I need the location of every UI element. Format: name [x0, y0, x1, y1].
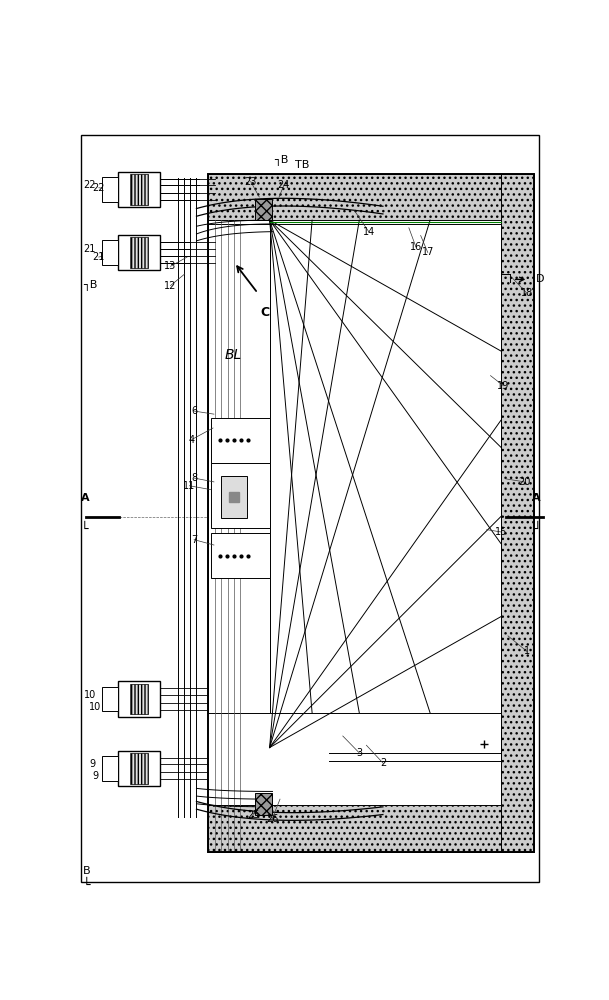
Text: 24: 24	[278, 180, 290, 190]
Bar	[211, 533, 270, 578]
Bar	[130, 174, 149, 205]
Text: 21: 21	[83, 244, 96, 254]
Bar	[118, 235, 160, 270]
Bar	[211, 418, 270, 463]
Bar	[256, 793, 272, 815]
Bar	[208, 174, 501, 220]
Text: └: └	[83, 878, 91, 891]
Text: A: A	[81, 493, 90, 503]
Text: 19: 19	[497, 381, 509, 391]
Bar	[501, 174, 534, 852]
Bar	[208, 805, 501, 852]
Text: 10: 10	[83, 690, 96, 700]
Bar	[222, 476, 247, 518]
Bar	[208, 174, 534, 852]
Bar	[130, 753, 149, 784]
Text: 6: 6	[191, 406, 197, 416]
Bar	[208, 224, 270, 713]
Text: BL: BL	[225, 348, 242, 362]
Bar	[118, 172, 160, 207]
Text: 7: 7	[191, 535, 197, 545]
Text: 13: 13	[164, 261, 177, 271]
Bar	[211, 463, 270, 528]
Text: 22: 22	[93, 183, 105, 193]
Bar	[130, 684, 149, 714]
Text: 3: 3	[356, 748, 362, 758]
Text: 8: 8	[191, 473, 197, 483]
Bar	[102, 687, 118, 711]
Text: 1: 1	[524, 646, 530, 656]
Text: 2: 2	[380, 758, 386, 768]
Text: 10: 10	[89, 702, 101, 712]
Text: 14: 14	[362, 227, 375, 237]
Text: TB: TB	[295, 160, 310, 170]
Bar	[256, 199, 272, 220]
Bar	[118, 681, 160, 717]
Bar	[102, 177, 118, 202]
Text: ┐B: ┐B	[83, 280, 97, 291]
Text: 23: 23	[245, 177, 257, 187]
Text: B: B	[83, 866, 91, 876]
Text: A: A	[532, 493, 541, 503]
Text: 9: 9	[92, 771, 98, 781]
Text: 16: 16	[410, 242, 422, 252]
Bar	[130, 237, 149, 268]
Text: 25: 25	[247, 810, 259, 820]
Text: 12: 12	[164, 281, 177, 291]
Text: ┐B: ┐B	[274, 155, 289, 166]
Bar	[270, 224, 501, 713]
Text: 4: 4	[189, 435, 195, 445]
Text: ┘: ┘	[533, 523, 541, 536]
Text: 22: 22	[83, 180, 96, 190]
Text: └: └	[81, 523, 88, 536]
Text: 18: 18	[521, 288, 533, 298]
Text: D: D	[537, 274, 545, 284]
Text: 9: 9	[90, 759, 96, 769]
Text: 21: 21	[93, 252, 105, 262]
Text: 20: 20	[518, 477, 530, 487]
Text: C: C	[260, 306, 269, 319]
Text: 15: 15	[495, 527, 507, 537]
Text: 11: 11	[183, 481, 195, 491]
Bar	[118, 751, 160, 786]
Text: 26: 26	[266, 814, 278, 824]
Bar	[102, 240, 118, 265]
Text: 17: 17	[421, 247, 434, 257]
Bar	[102, 756, 118, 781]
